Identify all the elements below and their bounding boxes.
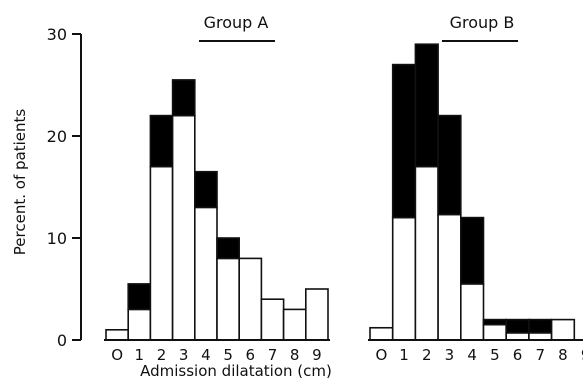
x-tick-label-0-0: O bbox=[111, 346, 123, 364]
x-tick-label-1-4: 4 bbox=[467, 346, 477, 364]
bar-segment-0-3-0 bbox=[171, 114, 196, 341]
bar-segment-1-6-0 bbox=[505, 332, 530, 341]
bar-segment-0-5-1 bbox=[216, 237, 241, 260]
bar-segment-1-6-1 bbox=[505, 318, 530, 334]
bar-segment-1-4-1 bbox=[459, 216, 485, 285]
bar-segment-0-1-1 bbox=[127, 283, 152, 311]
x-tick-label-0-5: 5 bbox=[223, 346, 233, 364]
bar-segment-1-2-0 bbox=[414, 165, 439, 341]
group-a-panel: Group A O 1 2 3 4 5 6 7 8 9 bbox=[104, 13, 330, 364]
x-tick-label-1-1: 1 bbox=[399, 346, 409, 364]
bar-segment-1-2-1 bbox=[414, 43, 439, 168]
x-tick-label-1-9: 9 bbox=[581, 346, 583, 364]
bar-segment-0-3-1 bbox=[171, 79, 196, 117]
y-axis: 0 10 20 30 bbox=[47, 25, 82, 350]
bar-segment-0-8-0 bbox=[282, 308, 307, 341]
bar-segment-0-0-0 bbox=[105, 328, 130, 341]
y-tick-label-2: 20 bbox=[47, 127, 67, 146]
x-tick-label-0-7: 7 bbox=[268, 346, 278, 364]
x-tick-label-0-1: 1 bbox=[135, 346, 145, 364]
bar-segment-0-2-1 bbox=[149, 114, 174, 168]
x-tick-label-0-8: 8 bbox=[290, 346, 300, 364]
y-tick-label-0: 0 bbox=[57, 331, 67, 350]
bar-segment-0-7-0 bbox=[260, 298, 285, 341]
x-tick-label-1-2: 2 bbox=[422, 346, 432, 364]
y-axis-title: Percent. of patients bbox=[11, 109, 29, 256]
bar-segment-1-1-0 bbox=[391, 216, 417, 341]
x-tick-label-1-0: O bbox=[375, 346, 387, 364]
bar-segment-1-3-1 bbox=[437, 114, 462, 216]
bar-segment-1-4-0 bbox=[459, 283, 485, 341]
x-tick-label-0-2: 2 bbox=[157, 346, 167, 364]
x-tick-label-1-8: 8 bbox=[558, 346, 568, 364]
bar-segment-1-1-1 bbox=[391, 63, 417, 219]
bar-segment-0-6-0 bbox=[238, 257, 263, 341]
bar-segment-1-7-0 bbox=[528, 332, 553, 341]
bar-segment-1-8-0 bbox=[550, 318, 576, 341]
y-tick-label-3: 30 bbox=[47, 25, 67, 44]
x-tick-label-1-7: 7 bbox=[535, 346, 545, 364]
x-axis-title: Admission dilatation (cm) bbox=[140, 362, 332, 380]
x-tick-label-0-6: 6 bbox=[246, 346, 256, 364]
bar-segment-0-4-0 bbox=[194, 206, 218, 341]
y-tick-label-1: 10 bbox=[47, 229, 67, 248]
x-tick-label-0-9: 9 bbox=[312, 346, 322, 364]
bar-segment-1-5-0 bbox=[482, 323, 508, 341]
bar-segment-1-0-0 bbox=[369, 326, 394, 341]
x-tick-label-0-4: 4 bbox=[201, 346, 211, 364]
panel-title-1: Group B bbox=[450, 13, 515, 32]
panel-title-0: Group A bbox=[204, 13, 269, 32]
bar-segment-0-4-1 bbox=[194, 170, 218, 209]
bar-segment-0-5-0 bbox=[216, 257, 241, 341]
x-tick-label-1-5: 5 bbox=[490, 346, 500, 364]
bar-segment-1-5-1 bbox=[482, 318, 508, 326]
x-tick-label-0-3: 3 bbox=[179, 346, 189, 364]
bar-segment-0-9-0 bbox=[304, 288, 329, 341]
bar-segment-0-1-0 bbox=[127, 308, 152, 341]
x-tick-label-1-3: 3 bbox=[445, 346, 455, 364]
bar-segment-1-3-0 bbox=[437, 213, 462, 341]
bar-segment-0-2-0 bbox=[149, 165, 174, 341]
bar-segment-1-7-1 bbox=[528, 318, 553, 334]
x-tick-label-1-6: 6 bbox=[513, 346, 523, 364]
